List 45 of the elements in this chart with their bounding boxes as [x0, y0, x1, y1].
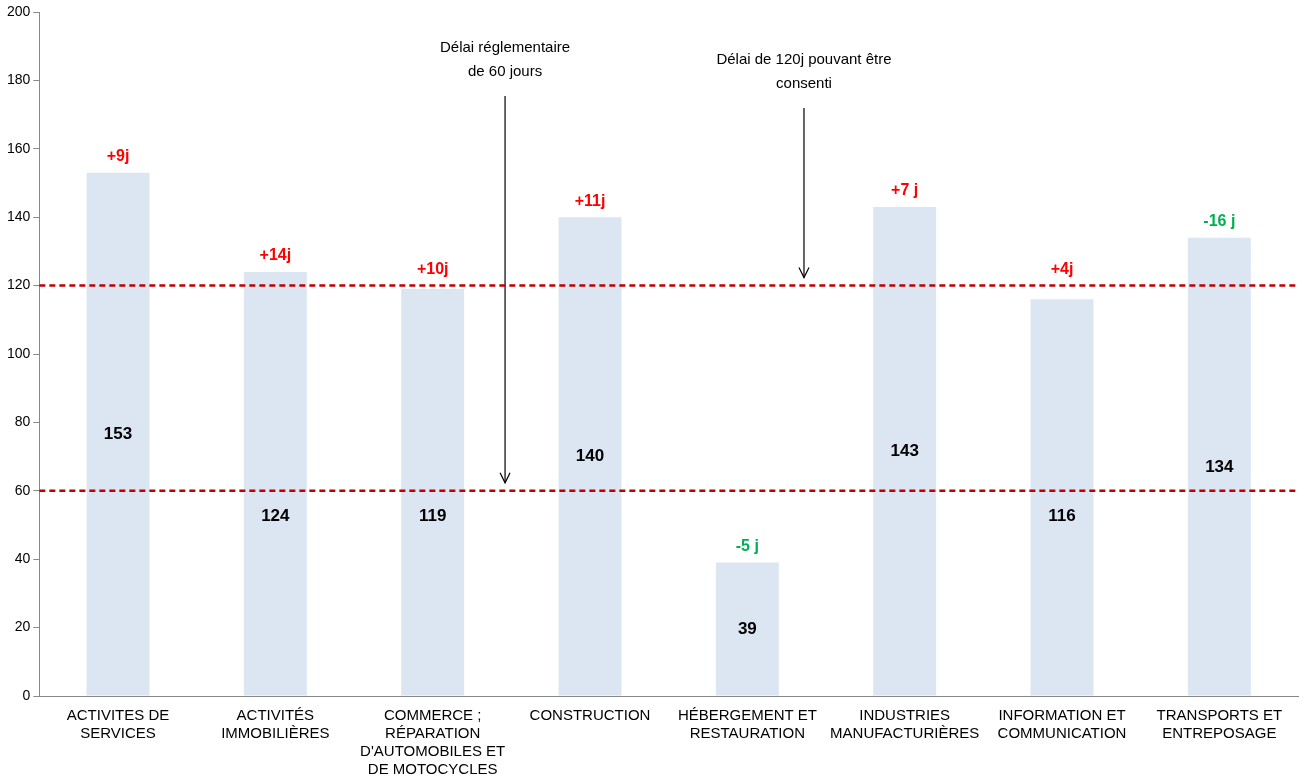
data-label: 124 — [261, 506, 291, 526]
bar — [243, 271, 307, 696]
data-label: 39 — [737, 619, 757, 638]
ref-line-label: Délai réglementaire de 60 jours — [440, 37, 571, 79]
bar — [401, 289, 465, 696]
bar — [715, 562, 779, 696]
bar — [558, 217, 622, 696]
y-tick-label: 180 — [7, 71, 31, 88]
x-tick-label: ACTIVITES DE SERVICES — [66, 706, 170, 742]
annotation: +11j — [574, 191, 606, 209]
bar — [86, 172, 150, 696]
bar — [1030, 299, 1094, 696]
y-tick-label: 80 — [14, 413, 31, 430]
annotation: -16 j — [1203, 212, 1236, 230]
x-tick-label: COMMERCE ; RÉPARATION D'AUTOMOBILES ET DE MOTOCYCLES — [360, 706, 506, 778]
y-tick-label: 120 — [7, 276, 31, 293]
x-tick-label: ACTIVITÉS IMMOBILIÈRES — [221, 706, 330, 742]
annotation: +9j — [106, 147, 130, 165]
annotation: -5 j — [735, 537, 759, 555]
y-tick-label: 200 — [7, 2, 31, 19]
annotation: +14j — [259, 246, 292, 264]
annotation: +4j — [1050, 260, 1074, 278]
bar — [1187, 237, 1251, 696]
y-tick-label: 140 — [7, 208, 31, 225]
x-tick-label: INDUSTRIES MANUFACTURIÈRES — [830, 706, 980, 742]
annotation: +10j — [416, 260, 449, 278]
data-label: 134 — [1205, 456, 1235, 476]
x-tick-label: HÉBERGEMENT ET RESTAURATION — [677, 706, 817, 742]
x-tick-label: TRANSPORTS ET ENTREPOSAGE — [1156, 706, 1283, 742]
y-tick-label: 100 — [7, 344, 31, 361]
data-label: 140 — [575, 446, 605, 466]
y-tick-label: 60 — [14, 481, 31, 498]
data-label: 143 — [890, 441, 919, 461]
data-label: 116 — [1048, 506, 1076, 526]
bar — [873, 206, 937, 696]
y-tick-label: 40 — [14, 550, 31, 567]
y-tick-label: 20 — [14, 618, 31, 635]
y-tick-label: 0 — [22, 686, 31, 703]
ref-line-label: Délai de 120j pouvant être consenti — [716, 49, 892, 91]
data-label: 119 — [418, 506, 447, 526]
x-tick-label: CONSTRUCTION — [529, 706, 651, 724]
x-tick-label: INFORMATION ET COMMUNICATION — [997, 706, 1127, 742]
y-tick-label: 160 — [7, 139, 31, 156]
data-label: 153 — [103, 424, 133, 444]
annotation: +7 j — [891, 181, 919, 199]
